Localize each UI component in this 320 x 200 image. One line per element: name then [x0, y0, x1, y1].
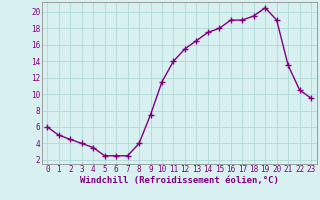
X-axis label: Windchill (Refroidissement éolien,°C): Windchill (Refroidissement éolien,°C)	[80, 176, 279, 185]
